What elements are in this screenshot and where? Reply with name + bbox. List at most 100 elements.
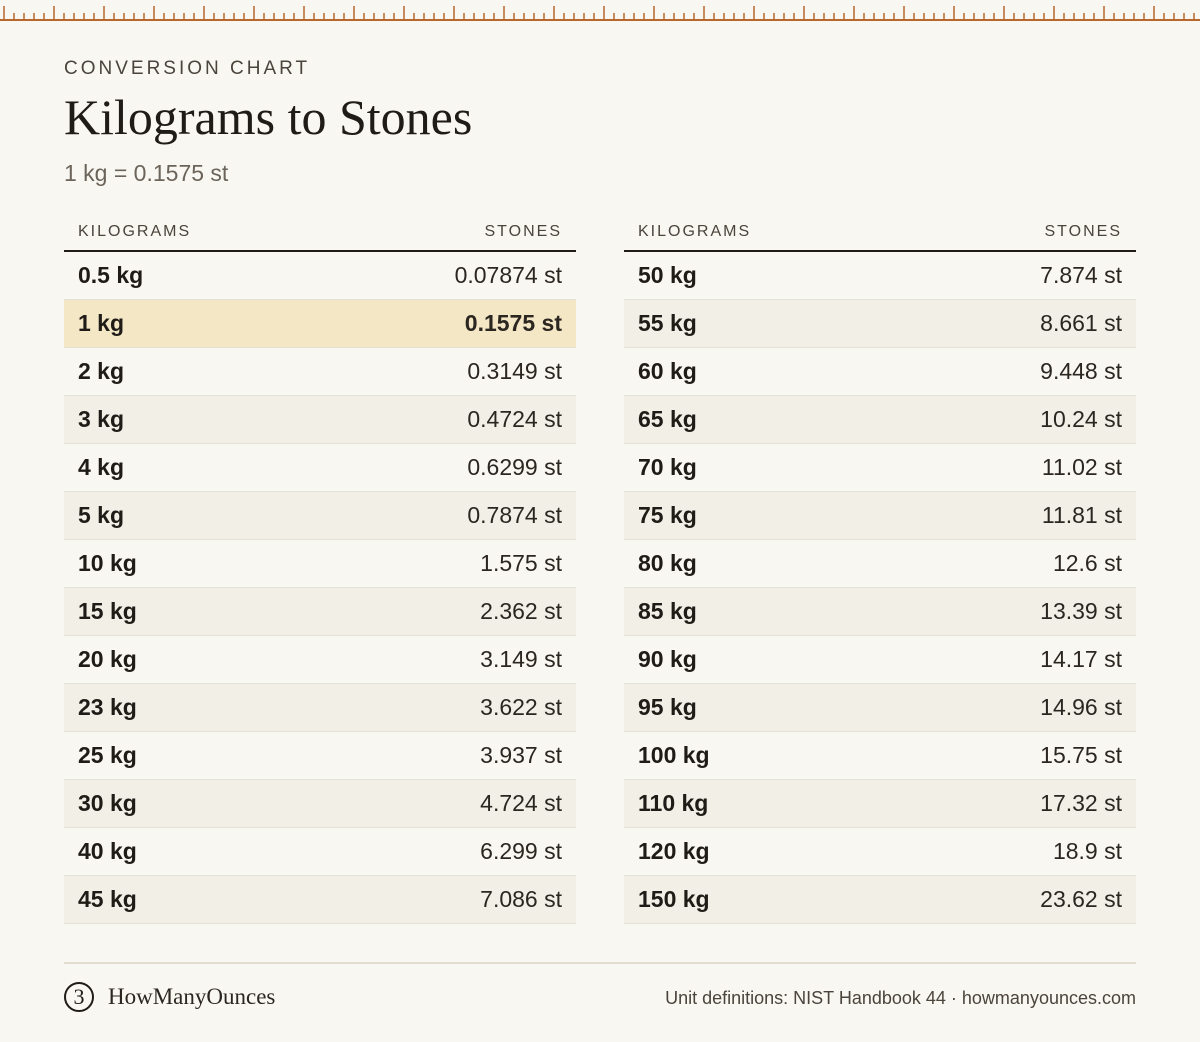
stones-cell: 11.81 st [1041,502,1122,528]
conversion-table-left: KILOGRAMS STONES 0.5 kg 0.07874 st 1 kg 0.1… [64,214,576,924]
stones-cell: 23.62 st [1040,886,1122,912]
stones-cell: 1.575 st [480,550,562,576]
conversion-table-right: KILOGRAMS STONES 50 kg 7.874 st 55 kg 8.661… [624,214,1136,924]
stones-cell: 7.086 st [480,886,562,912]
table-row: 23 kg 3.622 st [64,684,576,732]
source-note: Unit definitions: NIST Handbook 44 · how… [665,988,1136,1008]
page-title: Kilograms to Stones [64,89,473,145]
stones-cell: 8.661 st [1040,310,1122,336]
table-row: 150 kg 23.62 st [624,876,1136,924]
stones-cell: 0.7874 st [467,502,562,528]
kilograms-cell: 55 kg [638,310,697,336]
kilograms-cell: 30 kg [78,790,137,816]
brand-name: HowManyOunces [108,984,276,1009]
brand-logo[interactable]: 3 HowManyOunces [64,982,275,1012]
table-row: 2 kg 0.3149 st [64,348,576,396]
table-row: 60 kg 9.448 st [624,348,1136,396]
kilograms-cell: 75 kg [638,502,697,528]
table-row: 80 kg 12.6 st [624,540,1136,588]
stones-cell: 3.149 st [480,646,562,672]
kilograms-cell: 20 kg [78,646,137,672]
kilograms-cell: 45 kg [78,886,137,912]
stones-cell: 10.24 st [1040,406,1122,432]
table-row: 5 kg 0.7874 st [64,492,576,540]
stones-cell: 0.4724 st [467,406,562,432]
table-row: 25 kg 3.937 st [64,732,576,780]
kilograms-cell: 2 kg [78,358,125,384]
stones-cell: 2.362 st [480,598,562,624]
stones-cell: 14.17 st [1040,646,1122,672]
kilograms-cell: 3 kg [78,406,125,432]
kilograms-cell: 5 kg [78,502,125,528]
table-row: 120 kg 18.9 st [624,828,1136,876]
kilograms-cell: 50 kg [638,262,697,288]
stones-cell: 12.6 st [1052,550,1122,576]
kilograms-cell: 15 kg [78,598,137,624]
kilograms-cell: 25 kg [78,742,137,768]
table-row: 110 kg 17.32 st [624,780,1136,828]
kilograms-cell: 110 kg [638,790,709,816]
stones-cell: 9.448 st [1040,358,1122,384]
table-row: 45 kg 7.086 st [64,876,576,924]
stones-cell: 6.299 st [480,838,562,864]
stones-cell: 0.1575 st [464,310,562,336]
column-header-stones: STONES [1044,223,1122,240]
kilograms-cell: 80 kg [638,550,697,576]
stones-cell: 11.02 st [1041,454,1122,480]
column-header-kilograms: KILOGRAMS [638,223,752,240]
stones-cell: 17.32 st [1040,790,1122,816]
table-row: 55 kg 8.661 st [624,300,1136,348]
table-row: 50 kg 7.874 st [624,252,1136,300]
kilograms-cell: 150 kg [638,886,710,912]
stones-cell: 3.937 st [480,742,562,768]
kilograms-cell: 85 kg [638,598,697,624]
footer-divider [64,962,1136,964]
kilograms-cell: 40 kg [78,838,137,864]
table-header: KILOGRAMS STONES [624,214,1136,252]
stones-cell: 13.39 st [1040,598,1122,624]
stones-cell: 0.6299 st [467,454,562,480]
table-row: 10 kg 1.575 st [64,540,576,588]
kilograms-cell: 1 kg [78,310,125,336]
kilograms-cell: 60 kg [638,358,697,384]
table-row: 100 kg 15.75 st [624,732,1136,780]
kilograms-cell: 120 kg [638,838,710,864]
table-row: 3 kg 0.4724 st [64,396,576,444]
conversion-factor: 1 kg = 0.1575 st [64,160,229,186]
table-row: 20 kg 3.149 st [64,636,576,684]
kilograms-cell: 4 kg [78,454,125,480]
table-row: 75 kg 11.81 st [624,492,1136,540]
table-header: KILOGRAMS STONES [64,214,576,252]
table-row: 65 kg 10.24 st [624,396,1136,444]
stones-cell: 3.622 st [480,694,562,720]
table-row: 85 kg 13.39 st [624,588,1136,636]
table-row: 4 kg 0.6299 st [64,444,576,492]
stones-cell: 15.75 st [1040,742,1122,768]
ruler-decoration [0,6,1200,21]
column-header-stones: STONES [484,223,562,240]
stones-cell: 18.9 st [1052,838,1122,864]
kilograms-cell: 0.5 kg [78,262,144,288]
kilograms-cell: 10 kg [78,550,137,576]
kilograms-cell: 65 kg [638,406,697,432]
table-row: 95 kg 14.96 st [624,684,1136,732]
eyebrow-label: CONVERSION CHART [64,58,311,79]
kilograms-cell: 90 kg [638,646,697,672]
stones-cell: 0.07874 st [454,262,562,288]
stones-cell: 0.3149 st [467,358,562,384]
table-row-highlighted: 1 kg 0.1575 st [64,300,576,348]
table-row: 30 kg 4.724 st [64,780,576,828]
table-row: 15 kg 2.362 st [64,588,576,636]
stones-cell: 4.724 st [480,790,562,816]
kilograms-cell: 70 kg [638,454,697,480]
stones-cell: 7.874 st [1040,262,1122,288]
stones-cell: 14.96 st [1040,694,1122,720]
kilograms-cell: 100 kg [638,742,710,768]
table-row: 40 kg 6.299 st [64,828,576,876]
table-row: 0.5 kg 0.07874 st [64,252,576,300]
table-row: 70 kg 11.02 st [624,444,1136,492]
column-header-kilograms: KILOGRAMS [78,223,192,240]
kilograms-cell: 95 kg [638,694,697,720]
ounce-3-logo-icon: 3 [64,982,94,1012]
table-row: 90 kg 14.17 st [624,636,1136,684]
